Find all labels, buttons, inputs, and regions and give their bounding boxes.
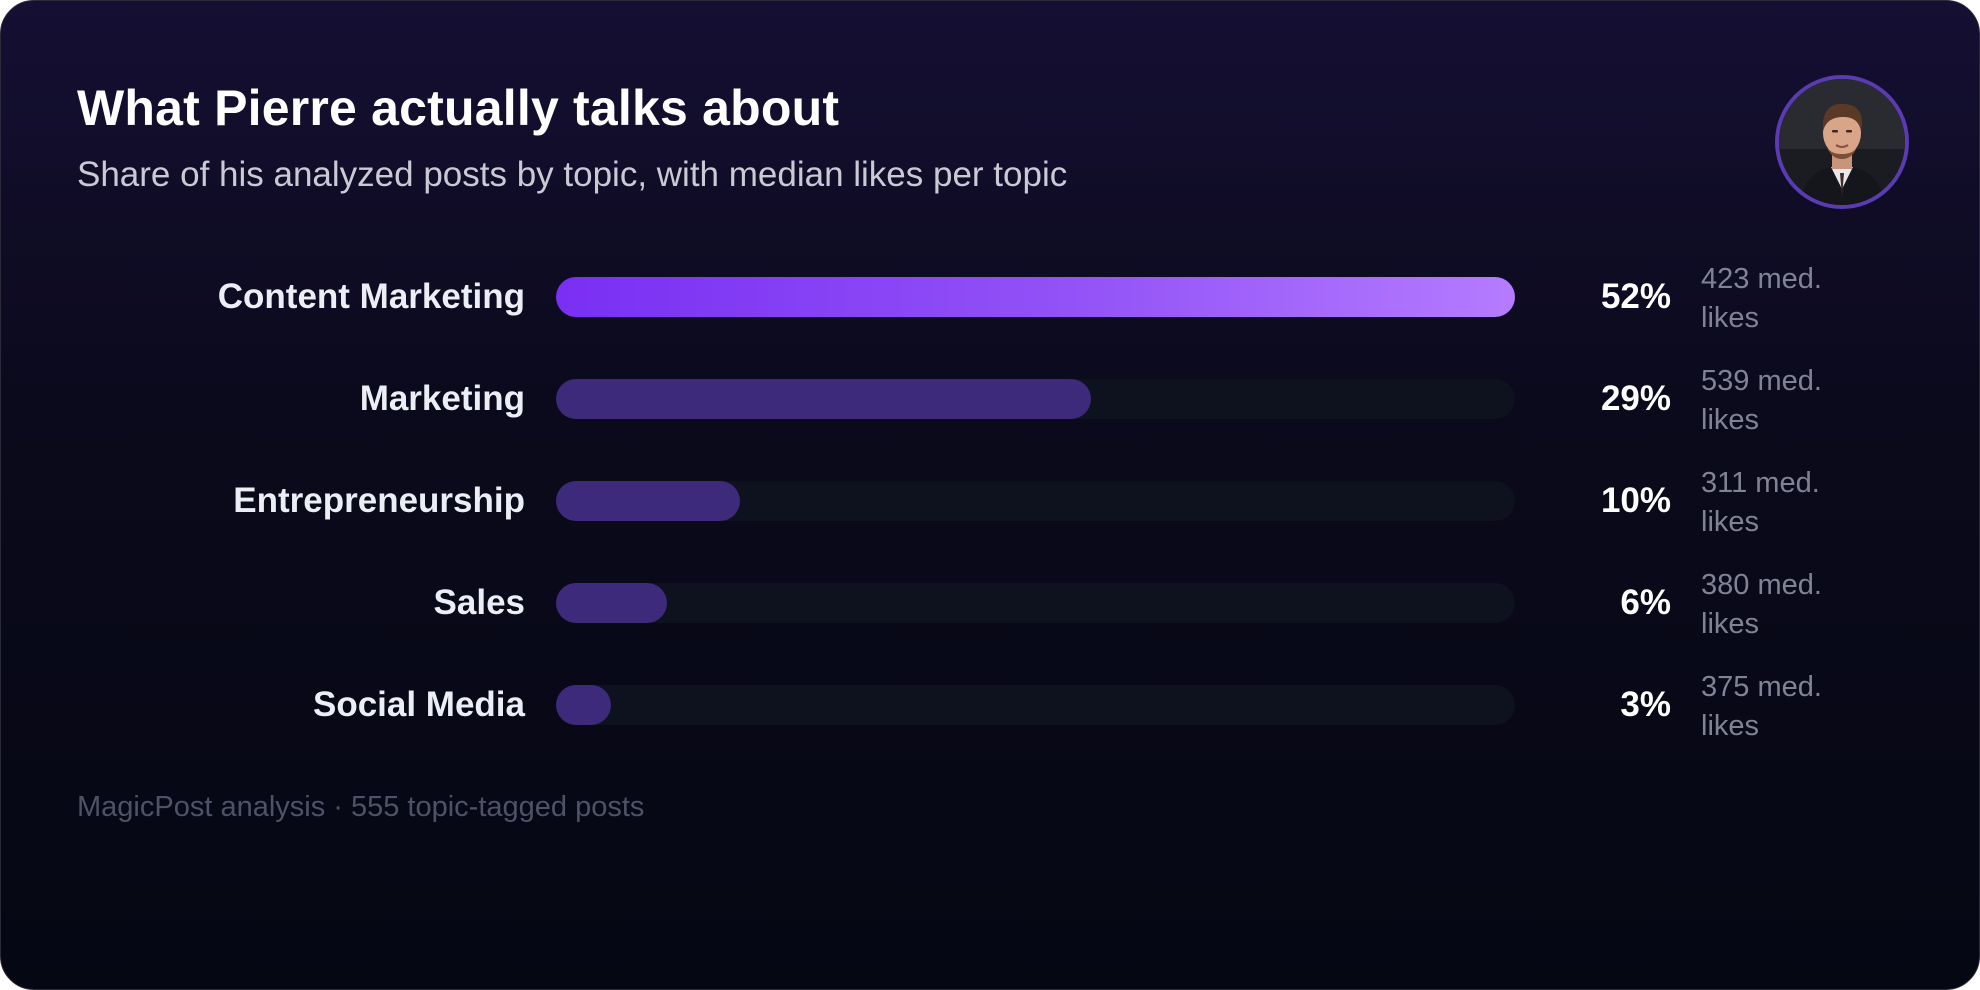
bar-track xyxy=(556,379,1515,419)
bar-fill xyxy=(556,379,1091,419)
bar-track xyxy=(556,685,1515,725)
category-label: Content Marketing xyxy=(217,277,525,316)
category-label: Entrepreneurship xyxy=(233,481,525,520)
median-likes-label: 375 med. likes xyxy=(1701,671,1822,742)
bar-row: Social Media 3% 375 med. likes xyxy=(1,671,1979,742)
median-likes-label: 423 med. likes xyxy=(1701,263,1822,334)
bar-row: Content Marketing 52% 423 med. likes xyxy=(1,263,1979,334)
bar-track xyxy=(556,481,1515,521)
chart-title: What Pierre actually talks about xyxy=(77,80,840,136)
avatar xyxy=(1775,75,1909,209)
bar-row: Entrepreneurship 10% 311 med. likes xyxy=(1,467,1979,538)
bar-track xyxy=(556,583,1515,623)
bar-fill xyxy=(556,685,611,725)
median-likes-label: 311 med. likes xyxy=(1701,467,1820,538)
bar-fill xyxy=(556,277,1515,317)
category-label: Sales xyxy=(433,583,525,622)
bar-track xyxy=(556,277,1515,317)
median-likes-label: 380 med. likes xyxy=(1701,569,1822,640)
category-label: Marketing xyxy=(359,379,525,418)
percent-label: 29% xyxy=(1600,379,1671,418)
profile-photo-icon xyxy=(1779,79,1905,205)
chart-footer: MagicPost analysis · 555 topic-tagged po… xyxy=(77,791,645,823)
percent-label: 10% xyxy=(1600,481,1671,520)
chart-subtitle: Share of his analyzed posts by topic, wi… xyxy=(77,155,1068,194)
percent-label: 6% xyxy=(1620,583,1671,622)
category-label: Social Media xyxy=(312,685,525,724)
bar-row: Marketing 29% 539 med. likes xyxy=(1,365,1979,436)
bar-fill xyxy=(556,583,667,623)
bar-fill xyxy=(556,481,740,521)
percent-label: 3% xyxy=(1620,685,1671,724)
percent-label: 52% xyxy=(1600,277,1671,316)
median-likes-label: 539 med. likes xyxy=(1701,365,1822,436)
bar-row: Sales 6% 380 med. likes xyxy=(1,569,1979,640)
